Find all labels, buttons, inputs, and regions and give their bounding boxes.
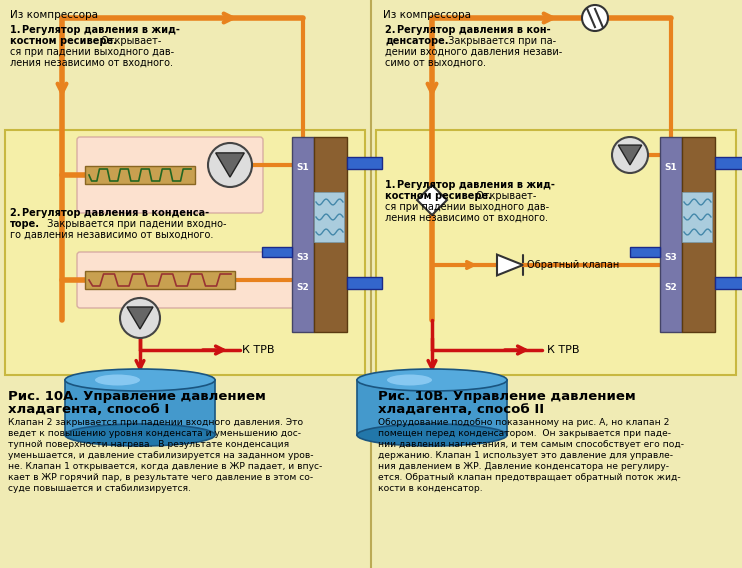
- Text: Из компрессора: Из компрессора: [10, 10, 98, 20]
- Polygon shape: [127, 307, 153, 329]
- Text: суде повышается и стабилизируется.: суде повышается и стабилизируется.: [8, 484, 191, 493]
- Text: К ТРВ: К ТРВ: [242, 345, 275, 355]
- Bar: [630, 247, 660, 257]
- Text: S2: S2: [297, 282, 309, 291]
- Text: S3: S3: [665, 253, 677, 261]
- Bar: [347, 157, 382, 169]
- Text: ведет к повышению уровня конденсата и уменьшению дос-: ведет к повышению уровня конденсата и ум…: [8, 429, 301, 438]
- Text: Открывает-: Открывает-: [473, 191, 536, 201]
- Text: 2.: 2.: [385, 25, 402, 35]
- Text: не. Клапан 1 открывается, когда давление в ЖР падает, и впус-: не. Клапан 1 открывается, когда давление…: [8, 462, 322, 471]
- FancyBboxPatch shape: [5, 130, 365, 375]
- Text: ления независимо от входного.: ления независимо от входного.: [10, 58, 173, 68]
- Text: 1.: 1.: [10, 25, 27, 35]
- Text: К ТРВ: К ТРВ: [547, 345, 580, 355]
- Text: ется. Обратный клапан предотвращает обратный поток жид-: ется. Обратный клапан предотвращает обра…: [378, 473, 680, 482]
- Polygon shape: [497, 254, 523, 275]
- Bar: [715, 277, 742, 289]
- Text: держанию. Клапан 1 использует это давление для управле-: держанию. Клапан 1 использует это давлен…: [378, 451, 673, 460]
- Bar: [347, 277, 382, 289]
- Bar: [314, 192, 344, 242]
- Text: Открывает-: Открывает-: [98, 36, 161, 46]
- Text: помещен перед конденсатором.  Он закрывается при паде-: помещен перед конденсатором. Он закрывае…: [378, 429, 671, 438]
- Text: Регулятор давления в жид-: Регулятор давления в жид-: [397, 180, 555, 190]
- Polygon shape: [216, 153, 244, 177]
- Bar: [682, 137, 715, 332]
- Bar: [357, 380, 507, 435]
- Circle shape: [612, 137, 648, 173]
- Polygon shape: [618, 145, 642, 165]
- Ellipse shape: [357, 424, 507, 446]
- Text: Закрывается при па-: Закрывается при па-: [445, 36, 556, 46]
- Bar: [85, 271, 235, 289]
- Text: Регулятор давления в конденса-: Регулятор давления в конденса-: [22, 208, 209, 218]
- Bar: [715, 157, 742, 169]
- Text: S1: S1: [665, 162, 677, 172]
- Text: Закрывается при падении входно-: Закрывается при падении входно-: [44, 219, 226, 229]
- Text: дении входного давления незави-: дении входного давления незави-: [385, 47, 562, 57]
- Text: тупной поверхности нагрева.  В результате конденсация: тупной поверхности нагрева. В результате…: [8, 440, 289, 449]
- Circle shape: [582, 5, 608, 31]
- Text: уменьшается, и давление стабилизируется на заданном уров-: уменьшается, и давление стабилизируется …: [8, 451, 314, 460]
- Text: Регулятор давления в жид-: Регулятор давления в жид-: [22, 25, 180, 35]
- Text: хладагента, способ II: хладагента, способ II: [378, 403, 544, 416]
- Text: кости в конденсатор.: кости в конденсатор.: [378, 484, 482, 493]
- Circle shape: [120, 298, 160, 338]
- Text: симо от выходного.: симо от выходного.: [385, 58, 486, 68]
- Bar: [292, 137, 314, 332]
- Text: ся при падении выходного дав-: ся при падении выходного дав-: [385, 202, 549, 212]
- Text: ния давлением в ЖР. Давление конденсатора не регулиру-: ния давлением в ЖР. Давление конденсатор…: [378, 462, 669, 471]
- Text: Обратный клапан: Обратный клапан: [527, 260, 620, 270]
- Text: Оборудование подобно показанному на рис. А, но клапан 2: Оборудование подобно показанному на рис.…: [378, 418, 669, 427]
- FancyBboxPatch shape: [77, 137, 263, 213]
- Text: S2: S2: [665, 282, 677, 291]
- Text: Рис. 10В. Управление давлением: Рис. 10В. Управление давлением: [378, 390, 636, 403]
- Bar: [85, 166, 195, 184]
- Text: Клапан 2 закрывается при падении входного давления. Это: Клапан 2 закрывается при падении входног…: [8, 418, 303, 427]
- Bar: [660, 137, 682, 332]
- Bar: [314, 137, 347, 332]
- Text: костном ресивере.: костном ресивере.: [10, 36, 117, 46]
- Text: денсаторе.: денсаторе.: [385, 36, 448, 46]
- Text: ления независимо от входного.: ления независимо от входного.: [385, 213, 548, 223]
- Text: костном ресивере.: костном ресивере.: [385, 191, 492, 201]
- Text: S1: S1: [297, 162, 309, 172]
- Bar: [262, 247, 292, 257]
- Text: го давления независимо от выходного.: го давления независимо от выходного.: [10, 230, 214, 240]
- Text: нии давления нагнетания, и тем самым способствует его под-: нии давления нагнетания, и тем самым спо…: [378, 440, 684, 449]
- Text: 1.: 1.: [385, 180, 402, 190]
- Polygon shape: [417, 185, 447, 215]
- Ellipse shape: [65, 424, 215, 446]
- Text: Рис. 10А. Управление давлением: Рис. 10А. Управление давлением: [8, 390, 266, 403]
- Ellipse shape: [387, 374, 432, 386]
- Text: Регулятор давления в кон-: Регулятор давления в кон-: [397, 25, 551, 35]
- Ellipse shape: [357, 369, 507, 391]
- Text: 2.: 2.: [10, 208, 27, 218]
- Text: ся при падении выходного дав-: ся при падении выходного дав-: [10, 47, 174, 57]
- Text: торе.: торе.: [10, 219, 40, 229]
- Circle shape: [208, 143, 252, 187]
- Text: Из компрессора: Из компрессора: [383, 10, 471, 20]
- Ellipse shape: [95, 374, 140, 386]
- Ellipse shape: [65, 369, 215, 391]
- Text: S3: S3: [297, 253, 309, 261]
- FancyBboxPatch shape: [376, 130, 736, 375]
- Bar: [65, 380, 215, 435]
- Bar: [682, 192, 712, 242]
- FancyBboxPatch shape: [77, 252, 298, 308]
- Text: хладагента, способ I: хладагента, способ I: [8, 403, 169, 416]
- Text: кает в ЖР горячий пар, в результате чего давление в этом со-: кает в ЖР горячий пар, в результате чего…: [8, 473, 313, 482]
